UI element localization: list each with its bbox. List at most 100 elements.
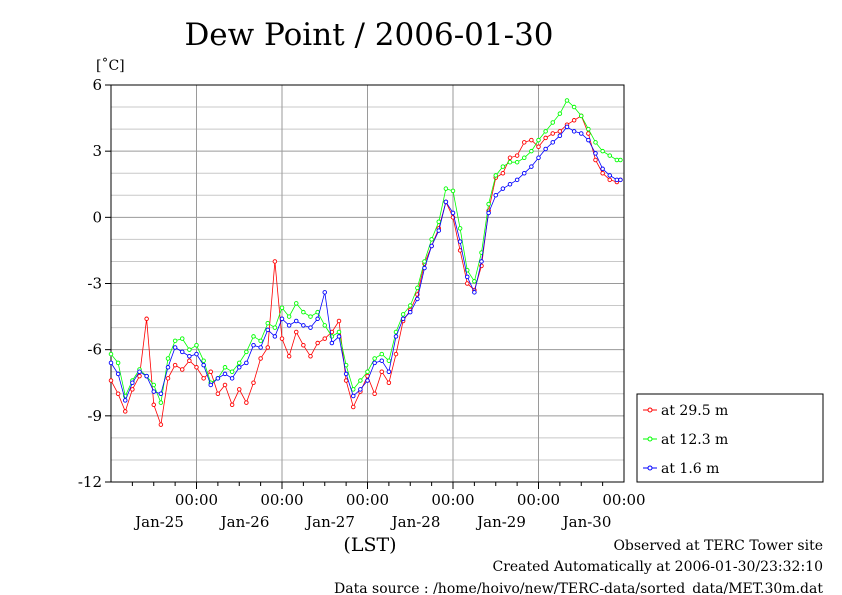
data-point (579, 131, 584, 136)
data-point (108, 378, 114, 383)
data-point (472, 279, 477, 284)
data-point (550, 140, 556, 145)
data-point (422, 265, 427, 271)
data-point (536, 144, 541, 150)
y-tick-label: -6 (87, 341, 102, 359)
data-point (514, 177, 520, 183)
data-point (536, 137, 541, 143)
data-point (536, 155, 541, 161)
data-point (172, 362, 178, 368)
x-tick-date-label: Jan-26 (219, 513, 270, 531)
data-point (450, 210, 456, 216)
data-point (543, 146, 548, 152)
data-point (436, 228, 442, 233)
data-point (158, 400, 164, 405)
data-point (600, 166, 605, 172)
data-point (593, 140, 598, 145)
y-tick-label: -3 (87, 275, 102, 293)
data-point (272, 334, 278, 339)
legend-label: at 12.3 m (661, 432, 728, 448)
data-point (493, 193, 499, 198)
x-tick-time-label: 00:00 (346, 491, 389, 509)
data-point (450, 188, 456, 194)
data-series (108, 98, 623, 427)
data-point (286, 314, 292, 319)
legend-marker (647, 465, 653, 471)
data-point (244, 360, 249, 366)
data-point (579, 113, 584, 119)
legend-marker (647, 407, 653, 413)
data-point (130, 387, 135, 392)
legend-label: at 1.6 m (661, 461, 719, 477)
data-point (400, 312, 406, 317)
x-tick-time-label: 00:00 (260, 491, 303, 509)
y-axis-unit-label: [˚C] (96, 57, 125, 74)
data-point (500, 186, 506, 191)
data-point (187, 347, 192, 352)
data-point (600, 148, 605, 154)
data-point (443, 199, 449, 205)
data-point (522, 155, 527, 161)
data-point (429, 237, 434, 242)
data-point (265, 320, 271, 326)
data-point (336, 334, 342, 339)
data-point (179, 367, 185, 372)
data-point (393, 334, 399, 339)
data-point (507, 159, 513, 165)
x-tick-date-label: Jan-25 (133, 513, 184, 531)
data-point (522, 170, 527, 176)
data-point (614, 177, 620, 183)
data-point (201, 358, 206, 363)
data-point (564, 124, 570, 130)
data-point (265, 327, 271, 333)
data-point (201, 376, 206, 381)
data-point (358, 378, 363, 383)
data-point (279, 305, 285, 311)
data-point (479, 259, 484, 264)
data-point (308, 325, 313, 330)
data-point (586, 126, 591, 132)
data-point (294, 329, 299, 335)
data-point (244, 349, 249, 355)
data-point (286, 354, 292, 359)
x-tick-date-label: Jan-30 (561, 513, 612, 531)
data-point (208, 382, 213, 388)
data-point (236, 360, 242, 366)
legend-marker (647, 436, 653, 442)
x-tick-time-label: 00:00 (602, 491, 645, 509)
data-point (343, 371, 349, 377)
x-tick-date-label: Jan-28 (390, 513, 441, 531)
x-tick-time-label: 00:00 (431, 491, 474, 509)
data-point (372, 360, 377, 366)
data-point (436, 219, 442, 224)
footer-observed: Observed at TERC Tower site (613, 538, 823, 554)
data-point (372, 391, 377, 397)
data-point (258, 345, 263, 350)
data-point (308, 314, 313, 319)
data-point (493, 173, 499, 178)
data-point (236, 387, 242, 392)
data-point (251, 334, 256, 339)
chart-title: Dew Point / 2006-01-30 (184, 17, 553, 53)
data-point (294, 318, 299, 324)
data-point (194, 343, 199, 348)
data-point (222, 365, 228, 370)
data-point (457, 226, 463, 231)
y-axis: 6 3 0 -3 -6 -9 -12 (78, 76, 111, 491)
data-point (614, 157, 620, 163)
data-point (429, 243, 434, 249)
x-axis: 00:00Jan-2500:00Jan-2600:00Jan-2700:00Ja… (131, 482, 646, 531)
data-point (386, 369, 392, 374)
data-point (115, 360, 121, 366)
data-point (408, 303, 413, 308)
data-point (600, 170, 605, 176)
data-point (115, 371, 121, 377)
series-line (110, 115, 621, 425)
data-point (386, 380, 392, 386)
data-point (372, 356, 377, 361)
data-point (351, 393, 356, 399)
data-point (607, 153, 613, 158)
data-point (208, 369, 213, 374)
y-tick-label: -9 (87, 407, 102, 425)
